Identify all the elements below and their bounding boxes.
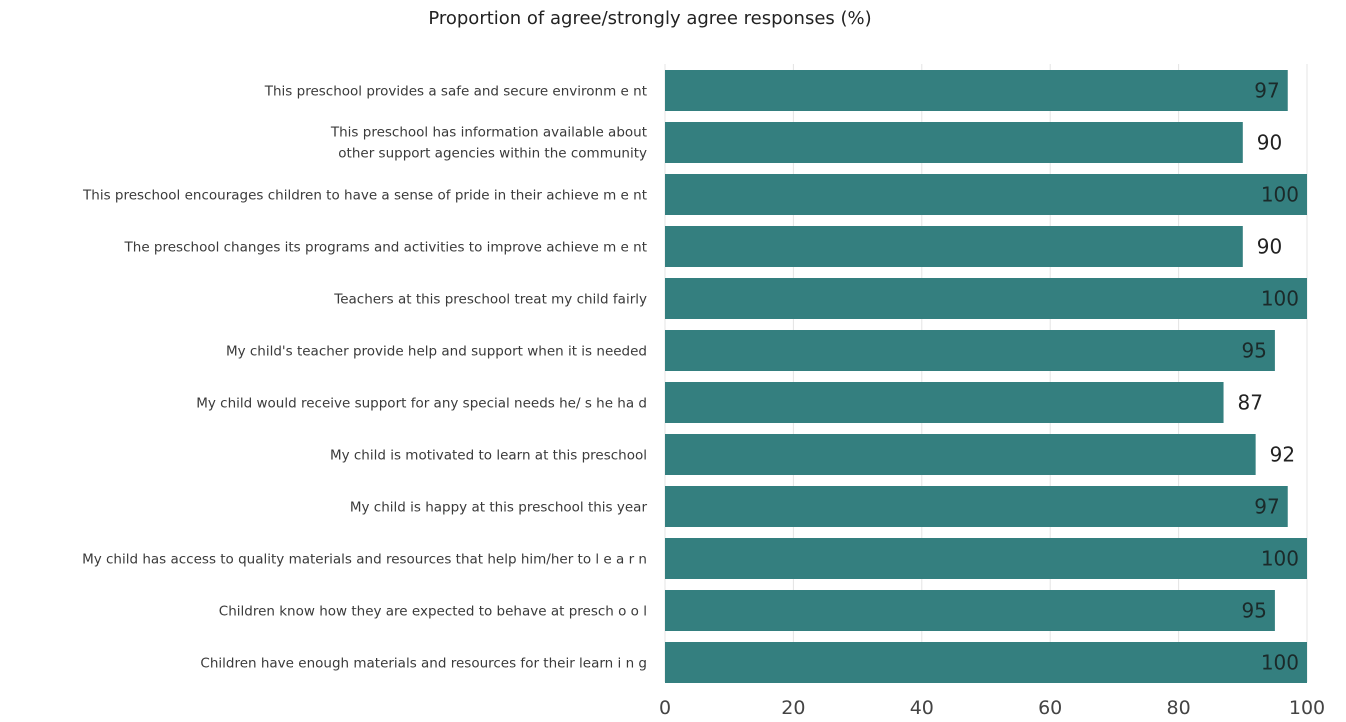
data-label: 95: [1241, 599, 1266, 623]
category-label: My child would receive support for any s…: [196, 396, 647, 412]
category-label: Teachers at this preschool treat my chil…: [333, 292, 647, 308]
category-label: My child's teacher provide help and supp…: [226, 344, 647, 360]
category-label: Children know how they are expected to b…: [219, 604, 647, 620]
category-label: This preschool encourages children to ha…: [82, 188, 647, 204]
category-label: This preschool provides a safe and secur…: [264, 84, 647, 100]
category-labels: This preschool provides a safe and secur…: [82, 84, 647, 672]
bar: [665, 486, 1288, 527]
bar: [665, 434, 1256, 475]
category-label: This preschool has information available…: [330, 125, 647, 162]
bar: [665, 330, 1275, 371]
x-tick-label: 0: [659, 697, 671, 719]
category-label: My child is happy at this preschool this…: [350, 500, 648, 516]
bar: [665, 538, 1307, 579]
bar: [665, 226, 1243, 267]
data-label: 100: [1261, 183, 1299, 207]
data-label: 100: [1261, 547, 1299, 571]
category-label: My child has access to quality materials…: [82, 552, 647, 568]
category-label: The preschool changes its programs and a…: [124, 240, 647, 256]
data-label: 97: [1254, 79, 1279, 103]
data-label: 95: [1241, 339, 1266, 363]
category-label: Children have enough materials and resou…: [200, 656, 647, 672]
bar: [665, 70, 1288, 111]
data-label: 90: [1257, 131, 1282, 155]
bar: [665, 174, 1307, 215]
x-tick-label: 80: [1167, 697, 1191, 719]
x-tick-label: 40: [910, 697, 934, 719]
bars: [665, 70, 1307, 683]
data-label: 100: [1261, 651, 1299, 675]
x-axis-ticks: 0 20 40 60 80 100: [659, 697, 1325, 719]
data-label: 90: [1257, 235, 1282, 259]
data-label: 100: [1261, 287, 1299, 311]
x-tick-label: 20: [781, 697, 805, 719]
x-tick-label: 100: [1289, 697, 1325, 719]
category-label: My child is motivated to learn at this p…: [330, 448, 647, 464]
x-tick-label: 60: [1038, 697, 1062, 719]
bar: [665, 278, 1307, 319]
data-label: 97: [1254, 495, 1279, 519]
bar: [665, 590, 1275, 631]
data-label: 92: [1270, 443, 1295, 467]
value-labels: 97 90 100 90 100 95 87 92 97 100 95 100: [1238, 79, 1299, 675]
bar: [665, 122, 1243, 163]
data-label: 87: [1238, 391, 1263, 415]
bar: [665, 382, 1224, 423]
bar: [665, 642, 1307, 683]
chart-title: Proportion of agree/strongly agree respo…: [428, 8, 872, 29]
